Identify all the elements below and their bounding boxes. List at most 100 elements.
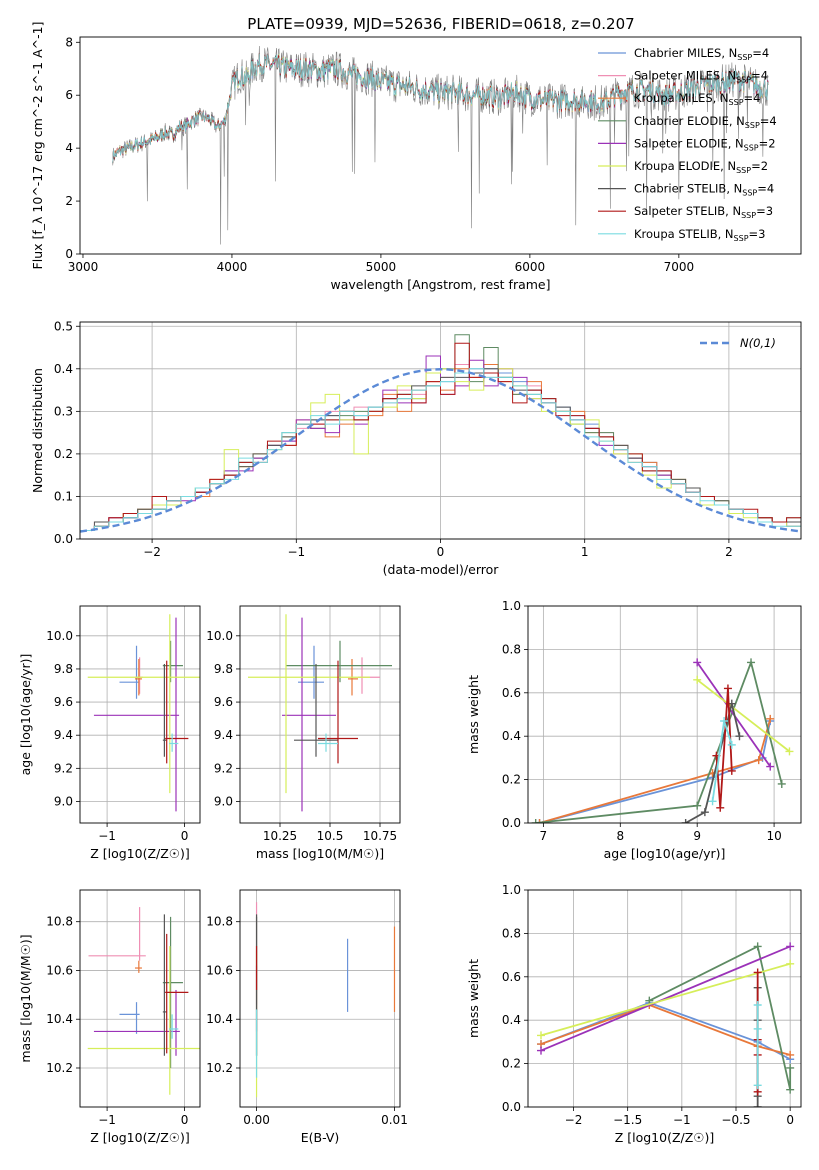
weight-line xyxy=(696,679,791,753)
grid-lines xyxy=(80,322,801,540)
x-tick-label: 7000 xyxy=(664,260,695,274)
legend-subscript: SSP xyxy=(741,211,756,220)
plot-area xyxy=(531,658,794,823)
plot-area xyxy=(112,46,769,245)
y-tick-label: 0.6 xyxy=(502,970,521,984)
y-tick-label: 8 xyxy=(65,35,73,49)
weight-marker xyxy=(723,684,732,693)
y-axis-label: mass weight xyxy=(466,959,481,1038)
x-tick-label: −2 xyxy=(565,1113,583,1127)
histogram-step-line xyxy=(80,368,801,531)
x-tick-label: 10.25 xyxy=(263,829,297,843)
x-axis-label: E(B-V) xyxy=(301,1130,340,1145)
weight-marker xyxy=(693,801,702,810)
weight-marker xyxy=(531,819,540,823)
y-tick-label: 9.0 xyxy=(54,794,73,808)
weight-line xyxy=(535,659,783,823)
y-axis-label: age [log10(age/yr)] xyxy=(18,654,33,776)
weight-marker xyxy=(693,658,702,667)
legend-nssp: =4 xyxy=(752,46,769,60)
legend-subscript: SSP xyxy=(729,98,744,107)
weight-line xyxy=(648,945,792,1090)
legend-label: Salpeter STELIB, NSSP=3 xyxy=(634,204,773,220)
legend-label: N(0,1) xyxy=(740,336,776,350)
y-tick-label: 10.8 xyxy=(206,915,233,929)
weight-marker xyxy=(700,808,709,817)
weight-line xyxy=(539,718,772,823)
weight-marker xyxy=(716,803,725,812)
x-tick-label: −1.5 xyxy=(613,1113,642,1127)
weight-marker xyxy=(537,1031,545,1040)
weight-marker xyxy=(753,968,762,977)
y-axis-label: Normed distribution xyxy=(30,368,45,493)
plot-area xyxy=(80,334,801,533)
weight-marker xyxy=(537,1046,545,1055)
legend-subscript: SSP xyxy=(737,53,752,62)
x-tick-label: 0 xyxy=(181,829,189,843)
x-axis-label: wavelength [Angstrom, rest frame] xyxy=(330,277,550,292)
panel-mass-vs-EBV: 0.00 0.01 10.2 10.4 10.6 10.8 E(B-V) xyxy=(206,889,408,1145)
weight-marker xyxy=(786,942,795,951)
y-tick-label: 10.6 xyxy=(206,963,233,977)
weight-marker xyxy=(735,732,744,741)
y-tick-label: 0.8 xyxy=(502,642,521,656)
plot-area xyxy=(87,907,200,1095)
y-axis-label: mass weight xyxy=(466,675,481,754)
axes-frame xyxy=(79,605,201,824)
y-tick-label: 10.2 xyxy=(206,1061,233,1075)
x-axis-label: (data-model)/error xyxy=(383,562,500,577)
panel-spectrum: 3000 4000 5000 6000 7000 0 2 4 6 8 wavelength [Ang… xyxy=(30,22,802,292)
x-tick-label: 1 xyxy=(581,545,589,559)
grid-lines xyxy=(240,890,400,1107)
x-tick-label: 6000 xyxy=(515,260,546,274)
legend-label: Salpeter ELODIE, NSSP=2 xyxy=(634,136,776,152)
y-tick-label: 9.2 xyxy=(214,761,233,775)
legend-nssp: =2 xyxy=(759,136,776,150)
y-tick-label: 9.4 xyxy=(54,728,73,742)
panel-weight-vs-Z: −2 −1.5 −1 −0.5 0 0.0 0.2 0.4 0.6 0.8 1.0 Z [log10(… xyxy=(466,883,802,1145)
plot-area xyxy=(248,614,392,812)
y-tick-label: 0.1 xyxy=(54,489,73,503)
axes-frame xyxy=(79,889,201,1108)
y-tick-label: 9.2 xyxy=(54,761,73,775)
legend-label: Chabrier MILES, NSSP=4 xyxy=(634,46,769,62)
y-axis-label: Flux [f_λ 10^-17 erg cm^-2 s^-1 A^-1] xyxy=(30,22,45,270)
y-tick-label: 10.0 xyxy=(206,629,233,643)
model-spectrum-line xyxy=(112,53,769,164)
panel-residuals: −2 −1 0 1 2 0.0 0.1 0.2 0.3 0.4 0.5 (data-model)/er… xyxy=(30,319,802,577)
weight-marker xyxy=(777,779,786,788)
plot-area xyxy=(537,942,795,1107)
figure-title: PLATE=0939, MJD=52636, FIBERID=0618, z=0… xyxy=(247,15,634,33)
grid-lines xyxy=(240,606,400,823)
legend-label: Kroupa STELIB, NSSP=3 xyxy=(634,227,765,243)
weight-marker xyxy=(753,1024,762,1033)
y-tick-label: 9.0 xyxy=(214,794,233,808)
y-tick-label: 0.6 xyxy=(502,686,521,700)
x-axis-label: Z [log10(Z/Z☉)] xyxy=(615,1130,715,1145)
x-tick-label: −0.5 xyxy=(721,1113,750,1127)
axes-frame xyxy=(239,605,401,824)
weight-marker xyxy=(786,1085,795,1094)
weight-marker xyxy=(708,797,717,806)
y-tick-label: 9.8 xyxy=(214,662,233,676)
x-axis-label: Z [log10(Z/Z☉)] xyxy=(90,1130,190,1145)
x-tick-label: 4000 xyxy=(217,260,248,274)
x-tick-label: 3000 xyxy=(68,260,99,274)
legend-subscript: SSP xyxy=(745,121,760,130)
y-tick-label: 1.0 xyxy=(502,599,521,613)
y-tick-label: 9.8 xyxy=(54,662,73,676)
x-tick-label: 0 xyxy=(181,1113,189,1127)
y-tick-label: 0.2 xyxy=(502,1057,521,1071)
legend-subscript: SSP xyxy=(736,166,751,175)
x-tick-label: −1 xyxy=(98,1113,116,1127)
weight-marker xyxy=(727,740,736,749)
x-axis-label: age [log10(age/yr)] xyxy=(604,846,726,861)
legend-label: Kroupa ELODIE, NSSP=2 xyxy=(634,159,768,175)
y-tick-label: 0.8 xyxy=(502,926,521,940)
y-tick-label: 10.2 xyxy=(46,1061,73,1075)
weight-marker xyxy=(720,717,729,726)
weight-marker xyxy=(786,1063,795,1072)
y-axis-label: mass [log10(M/M☉)] xyxy=(18,934,33,1062)
x-tick-label: 5000 xyxy=(366,260,397,274)
panel-age-vs-Z: −1 0 9.0 9.2 9.4 9.6 9.8 10.0 Z [log10(Z/Z☉)] age… xyxy=(18,605,201,861)
